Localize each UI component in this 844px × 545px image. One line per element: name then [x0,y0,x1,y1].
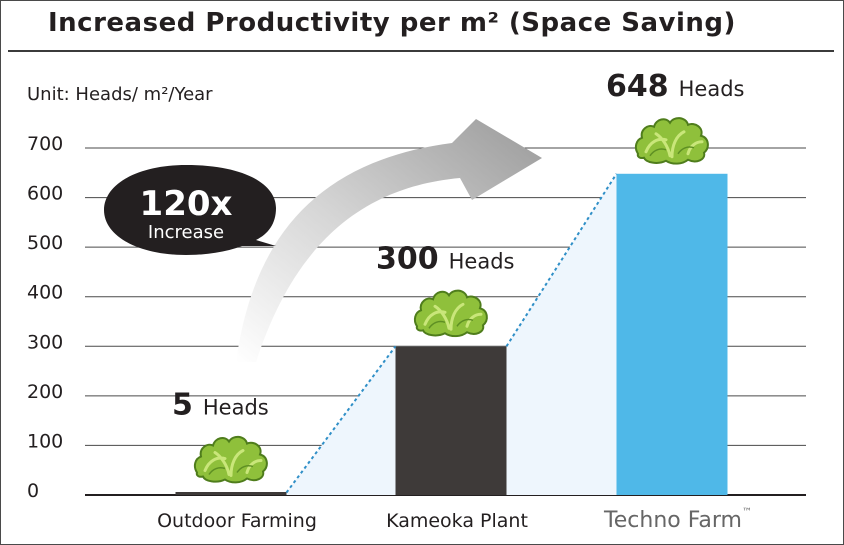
x-tick-label: Techno Farm™ [603,507,752,533]
lettuce-icon [193,435,269,484]
bar [616,173,728,495]
title-underline [8,50,834,52]
y-tick-label: 700 [27,133,63,155]
y-tick-label: 300 [27,331,63,353]
y-tick-label: 600 [27,183,63,205]
y-tick-label: 200 [27,381,63,403]
x-tick-label: Kameoka Plant [386,510,528,532]
lettuce-icon [413,289,489,338]
value-label: 300 Heads [376,241,514,276]
y-tick-label: 100 [27,430,63,452]
y-tick-label: 0 [27,480,39,502]
callout-label: Increase [148,222,224,243]
y-tick-label: 400 [27,282,63,304]
trend-fill [286,173,617,495]
trend-line [285,345,397,494]
bar [175,492,287,495]
title-band: Increased Productivity per m² (Space Sav… [8,6,834,52]
lettuce-icon [634,116,710,165]
unit-label: Unit: Heads/ m²/Year [27,84,213,105]
value-label: 5 Heads [172,388,269,423]
value-label: 648 Heads [606,69,744,104]
trend-line [505,173,618,347]
bar [395,346,507,495]
callout-multiplier: 120x [140,184,233,224]
chart-title: Increased Productivity per m² (Space Sav… [48,8,736,38]
x-tick-label: Outdoor Farming [157,510,317,532]
y-tick-label: 500 [27,232,63,254]
curved-arrow-icon [236,119,542,362]
increase-callout: 120x Increase [104,165,276,255]
